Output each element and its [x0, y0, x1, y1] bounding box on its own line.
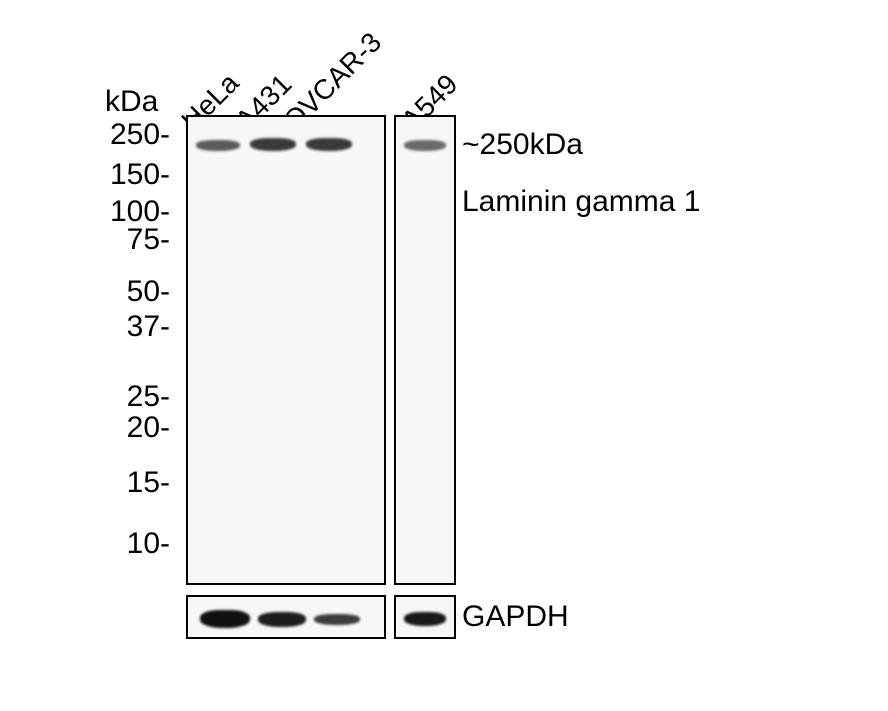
gapdh-band	[258, 612, 306, 627]
target-band	[404, 140, 446, 151]
marker-label: 20-	[80, 411, 170, 445]
band-weight-label: ~250kDa	[462, 128, 583, 162]
target-band	[196, 140, 240, 151]
marker-label: 250-	[80, 118, 170, 152]
main-blot-right-panel	[394, 115, 456, 585]
marker-label: 75-	[80, 223, 170, 257]
loading-control-label: GAPDH	[462, 600, 569, 634]
marker-label: 150-	[80, 158, 170, 192]
target-protein-label: Laminin gamma 1	[462, 185, 700, 219]
marker-label: 15-	[80, 466, 170, 500]
marker-label: 10-	[80, 527, 170, 561]
main-blot-left-panel	[186, 115, 386, 585]
marker-label: 25-	[80, 380, 170, 414]
target-band	[250, 138, 296, 151]
kda-header: kDa	[105, 85, 158, 119]
gapdh-band	[314, 614, 360, 625]
marker-label: 37-	[80, 310, 170, 344]
target-band	[306, 138, 352, 151]
gapdh-band	[200, 610, 250, 628]
gapdh-band	[404, 612, 446, 626]
marker-label: 50-	[80, 275, 170, 309]
